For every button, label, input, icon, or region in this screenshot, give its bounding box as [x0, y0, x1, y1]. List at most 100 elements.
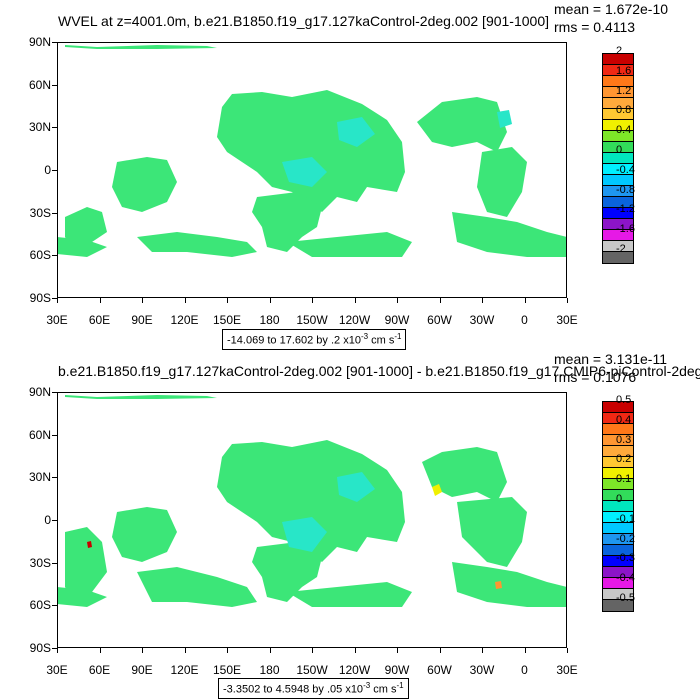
- panel1-lon-label: 150E: [212, 313, 242, 327]
- panel1-lat-tick: [52, 127, 57, 128]
- panel2-map: [57, 392, 567, 648]
- colorbar-cell: [603, 424, 633, 435]
- panel1-colorbar-label: 0.4: [616, 124, 632, 137]
- panel2-lon-tick: [482, 648, 483, 653]
- panel1-mean: mean = 1.672e-10: [554, 1, 669, 17]
- panel1-lon-label: 120E: [170, 313, 199, 327]
- panel2-colorbar-label: -0.5: [616, 592, 635, 604]
- panel1-lat-tick: [52, 298, 57, 299]
- panel1-lat-tick: [52, 42, 57, 43]
- colorbar-cell: [603, 131, 633, 142]
- panel1-lon-tick: [482, 298, 483, 303]
- panel2-colorbar-label: 0.4: [616, 413, 632, 426]
- colorbar-cell: [603, 164, 633, 175]
- colorbar-cell: [603, 600, 633, 611]
- panel1-map: [57, 42, 567, 298]
- panel1-rms: rms = 0.4113: [554, 19, 636, 35]
- panel2-lon-label: 150E: [212, 663, 242, 677]
- panel2-australia-south: [137, 567, 257, 607]
- colorbar-cell: [603, 512, 633, 523]
- panel2-colorbar: [602, 401, 634, 612]
- panel1-colorbar-label: -0.4: [616, 163, 635, 176]
- panel2-lon-label: 150W: [296, 663, 328, 677]
- panel2-orange-speck: [495, 581, 502, 589]
- panel1-lat-tick: [52, 85, 57, 86]
- panel2-lon-label: 120E: [170, 663, 199, 677]
- colorbar-cell: [603, 98, 633, 109]
- panel2-south-atlantic: [452, 562, 567, 607]
- panel1-north-atlantic: [417, 97, 507, 152]
- panel1-arctic-strip: [65, 45, 217, 49]
- panel2-land-masses: [57, 395, 567, 607]
- panel2-lat-label: 30N: [28, 470, 51, 485]
- colorbar-cell: [603, 120, 633, 131]
- panel2-colorbar-label: 0.1: [616, 473, 632, 486]
- colorbar-cell: [603, 76, 633, 87]
- panel1-cyan-patch-c: [497, 110, 512, 128]
- panel1-southern-strip-1: [57, 237, 107, 257]
- panel1-lon-label: 90E: [131, 313, 153, 327]
- panel1-colorbar-label: 0.8: [616, 104, 632, 117]
- panel1-land-masses: [57, 45, 567, 257]
- panel2-southern-strip-1: [57, 587, 107, 607]
- panel1-colorbar-label: -0.8: [616, 183, 635, 196]
- colorbar-cell: [603, 523, 633, 534]
- panel1-colorbar-label: 0: [616, 144, 623, 156]
- panel1-colorbar-label: -1.6: [616, 223, 635, 236]
- panel2-north-america: [217, 440, 405, 562]
- panel2-lon-label: 90E: [131, 663, 153, 677]
- panel2-range-exp: -3: [363, 681, 371, 690]
- panel2-colorbar-label: -0.3: [616, 552, 635, 565]
- panel2-lon-tick: [440, 648, 441, 653]
- panel1-lon-tick: [440, 298, 441, 303]
- panel2-yellow-patch: [432, 484, 442, 496]
- colorbar-cell: [603, 490, 633, 501]
- colorbar-cell: [603, 413, 633, 424]
- colorbar-cell: [603, 479, 633, 490]
- colorbar-cell: [603, 501, 633, 512]
- panel1-asia-region: [112, 157, 177, 212]
- panel2-lon-label: 30W: [469, 663, 495, 677]
- panel1-lon-tick: [270, 298, 271, 303]
- panel2-lon-label: 30E: [46, 663, 68, 677]
- colorbar-cell: [603, 457, 633, 468]
- panel1-colorbar-label: 2: [616, 45, 623, 57]
- panel2-lat-label: 0: [44, 513, 51, 527]
- panel1-lon-label: 180: [259, 313, 280, 327]
- panel2-colorbar-label: 0.3: [616, 433, 632, 446]
- colorbar-cell: [603, 468, 633, 479]
- colorbar-cell: [603, 208, 633, 219]
- panel1-lat-tick: [52, 213, 57, 214]
- panel1-lon-label: 150W: [296, 313, 328, 327]
- colorbar-cell: [603, 567, 633, 578]
- panel2-lon-tick: [567, 648, 568, 653]
- panel2-lon-tick: [57, 648, 58, 653]
- colorbar-cell: [603, 153, 633, 164]
- panel1-colorbar: [602, 53, 634, 264]
- panel2-asia-region: [112, 507, 177, 562]
- panel1-colorbar-label: -1.2: [616, 203, 635, 216]
- panel1-lon-label: 0: [521, 313, 528, 327]
- panel1-lon-tick: [185, 298, 186, 303]
- panel1-lon-label: 90W: [384, 313, 410, 327]
- panel2-lon-tick: [100, 648, 101, 653]
- colorbar-cell: [603, 87, 633, 98]
- panel2-lon-label: 180: [259, 663, 280, 677]
- panel2-colorbar-label: -0.4: [616, 572, 635, 585]
- panel1-central-atlantic: [477, 147, 527, 217]
- panel1-lon-tick: [355, 298, 356, 303]
- panel1-cyan-patch-b: [337, 117, 375, 147]
- panel1-central-pacific: [252, 192, 322, 252]
- colorbar-cell: [603, 435, 633, 446]
- panel1-colorbar-label: -2: [616, 243, 626, 255]
- panel2-colorbar-label: 0.5: [616, 394, 632, 406]
- panel2-north-atlantic: [422, 447, 507, 502]
- panel1-range-exp: -3: [360, 332, 369, 341]
- panel2-lon-tick: [227, 648, 228, 653]
- panel1-lon-tick: [525, 298, 526, 303]
- panel2-central-atlantic: [457, 497, 527, 567]
- panel2-central-pacific: [252, 542, 322, 602]
- colorbar-cell: [603, 230, 633, 241]
- panel1-colorbar-label: 1.6: [616, 64, 632, 77]
- panel2-lon-tick: [312, 648, 313, 653]
